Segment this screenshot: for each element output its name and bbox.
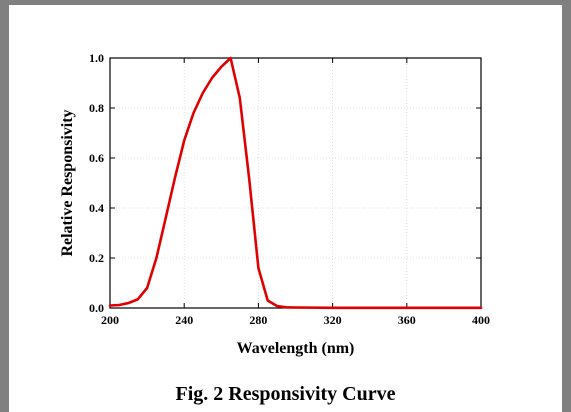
y-tick-label-3: 0.6 xyxy=(89,151,104,165)
axis-ticks: 200 240 280 320 360 400 0.0 0.2 0.4 0.6 0.8 1.0 xyxy=(89,51,490,327)
series-line-0 xyxy=(108,56,483,310)
y-tick-label-1: 0.2 xyxy=(89,251,104,265)
plot-area xyxy=(109,57,482,309)
y-axis-label: Relative Responsivity xyxy=(59,109,76,256)
y-tick-label-0: 0.0 xyxy=(89,301,104,315)
series-group xyxy=(108,56,483,310)
figure-caption: Fig. 2 Responsivity Curve xyxy=(175,383,396,405)
x-tick-label-3: 320 xyxy=(324,313,342,327)
y-tick-label-4: 0.8 xyxy=(89,101,104,115)
x-tick-label-1: 240 xyxy=(175,313,193,327)
grid-lines xyxy=(109,57,482,309)
x-tick-label-4: 360 xyxy=(398,313,416,327)
y-tick-label-2: 0.4 xyxy=(89,201,104,215)
x-axis-label: Wavelength (nm) xyxy=(237,340,355,357)
y-tick-label-5: 1.0 xyxy=(89,51,104,65)
x-tick-label-2: 280 xyxy=(249,313,267,327)
x-tick-label-0: 200 xyxy=(101,313,119,327)
responsivity-chart: 200 240 280 320 360 400 0.0 0.2 0.4 0.6 0.8 1.0 Wav… xyxy=(59,51,490,357)
x-tick-label-5: 400 xyxy=(472,313,490,327)
